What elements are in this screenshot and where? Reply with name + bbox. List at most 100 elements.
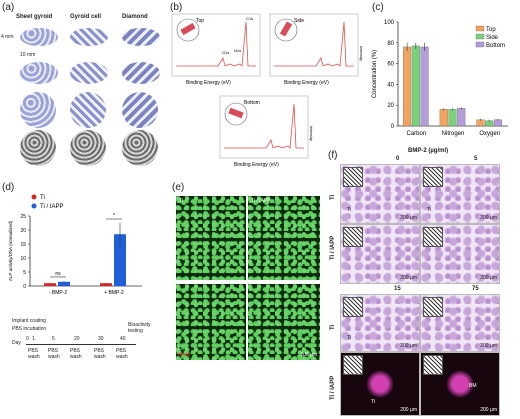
xps-side-xlabel: Binding Energy (eV): [284, 80, 329, 86]
histo-inset: [343, 355, 363, 375]
xps-side-title: Side: [294, 18, 304, 24]
histo-scale: 200 µm: [480, 215, 497, 221]
bar-bottom-nitrogen: [457, 108, 466, 127]
scaffold-gyroid-cell-printed: [70, 130, 106, 166]
y-tick-label: 20: [387, 103, 394, 109]
x-tick-label: Oxygen: [479, 131, 500, 137]
histo-inset: [423, 297, 443, 317]
histo-scale: 200 µm: [400, 407, 417, 413]
xps-side-line: [274, 21, 354, 67]
xps-top-sample: [180, 22, 196, 36]
dim-width: 10 mm: [20, 52, 36, 58]
panel-d-label: (d): [2, 182, 15, 193]
y-tick-label: 60: [387, 62, 394, 68]
y-tick-label: 5: [23, 270, 26, 276]
timeline-axis: [26, 344, 136, 345]
histo-iapp-15: Ti 200 µm: [340, 352, 420, 416]
histo-scale: 200 µm: [480, 343, 497, 349]
livedead-ti-overview: Ti: [176, 196, 246, 280]
scaffold-diamond-top: [122, 28, 160, 46]
timeline-step-4: PBS wash: [94, 348, 106, 360]
timeline-day-40: 40: [120, 336, 126, 342]
legend-label: Ti: [40, 195, 45, 201]
row-label-ti-2: Ti: [330, 324, 336, 330]
xps-side-ylabel: Intensity: [359, 46, 364, 61]
timeline-step-1: PBS wash: [28, 348, 40, 360]
live-label: Live: [178, 346, 188, 352]
livedead-iapp-overview: Ti / IAPP: [248, 196, 320, 280]
bar-side-nitrogen: [448, 109, 457, 127]
peak-o1s: O1s: [222, 50, 229, 55]
xps-spectra: Top C1s N1s O1s Binding Energy (eV) Side…: [171, 13, 364, 168]
xps-bottom-ylabel: Intensity: [309, 126, 314, 141]
scaffold-diamond-printed: [122, 130, 158, 166]
histo-ti-5: Ti 200 µm: [420, 164, 500, 224]
dead-label: Dead: [178, 352, 190, 358]
y-tick-label: 10: [20, 256, 26, 262]
histo-iapp-5: 200 µm: [420, 224, 500, 284]
xps-side-spectrum: Side Binding Energy (eV) Intensity: [269, 13, 364, 86]
chart-alp-activity: 0 5 10 15 20 25 ALP activity/DNA (normalized) -…: [8, 194, 142, 296]
legend-label: Side: [486, 35, 499, 41]
timeline-day-30: 30: [98, 336, 104, 342]
timeline-day-label: Day: [12, 340, 21, 346]
tissue-label-ti: Ti: [347, 335, 351, 341]
scaffold-sheet-gyroid-side: [20, 62, 58, 84]
chart-elemental-concentration: 0 20 40 60 80 100 Concentration (%) Carbon Nitro…: [372, 20, 508, 137]
legend-swatch: [31, 203, 37, 209]
livedead-iapp-title: Ti / IAPP: [251, 198, 271, 204]
histo-scale: 200 µm: [400, 343, 417, 349]
dim-height: 4 mm: [1, 34, 14, 40]
xps-bottom-xlabel: Binding Energy (eV): [234, 162, 279, 168]
xps-top-title: Top: [196, 18, 204, 24]
y-axis-label: ALP activity/DNA (normalized): [8, 220, 13, 281]
histo-scale: 200 µm: [480, 275, 497, 281]
timeline-day-0: 0: [26, 336, 29, 342]
histo-scale: 200 µm: [400, 275, 417, 281]
timeline-day-1: 1: [32, 336, 35, 342]
panel-c-label: (c): [372, 2, 384, 13]
col-title-diamond: Diamond: [122, 14, 148, 20]
dose-15: 15: [394, 286, 401, 292]
treatment-timeline: Implant coating PBS incubation Day 0 1 5…: [12, 318, 152, 408]
legend-swatch: [475, 25, 485, 32]
tissue-label-bm: BM: [469, 383, 477, 389]
dose-75: 75: [472, 286, 479, 292]
y-tick-label: 0: [391, 124, 395, 130]
scaffold-diamond-side: [122, 62, 160, 84]
bar-top-carbon: [403, 46, 412, 127]
y-tick-label: 20: [20, 228, 26, 234]
livedead-ti-title: Ti: [179, 198, 183, 204]
xps-top-spectrum: Top C1s N1s O1s Binding Energy (eV): [171, 13, 261, 86]
y-tick-label: 40: [387, 82, 394, 88]
timeline-title: Implant coating: [12, 318, 46, 324]
xps-top-xlabel: Binding Energy (eV): [186, 80, 231, 86]
row-label-ti-1: Ti: [330, 194, 336, 200]
scaffold-sheet-gyroid-printed: [20, 130, 56, 166]
histo-ti-15: Ti 200 µm: [340, 294, 420, 352]
bar-top-nitrogen: [439, 109, 448, 127]
bar-ti-minus-bmp2: [44, 283, 56, 286]
xps-bottom-spectrum: Bottom Binding Energy (eV) Intensity: [219, 95, 314, 168]
histo-iapp-0: 200 µm: [340, 224, 420, 284]
timeline-step-3: PBS wash: [70, 348, 82, 360]
histo-inset: [423, 167, 443, 187]
y-tick-label: 25: [20, 214, 26, 220]
histo-ti-0: Ti 200 µm: [340, 164, 420, 224]
significance-label: *: [113, 213, 115, 219]
timeline-step-5: PBS wash: [116, 348, 128, 360]
histo-scale: 200 µm: [480, 407, 497, 413]
col-title-gyroid-cell: Gyroid cell: [70, 14, 102, 20]
scaffold-gyroid-cell-side: [70, 62, 108, 84]
y-tick-label: 80: [387, 41, 394, 47]
scaffold-gyroid-cell-top: [70, 28, 108, 46]
tissue-label-ti: Ti: [371, 399, 375, 405]
xps-side-sample: [279, 21, 293, 37]
col-title-sheet-gyroid: Sheet gyroid: [16, 14, 53, 20]
y-tick-label: 0: [23, 284, 26, 290]
bar-side-carbon: [411, 45, 420, 127]
histo-inset: [343, 297, 363, 317]
histo-inset: [423, 227, 443, 247]
panel-f-label: (f): [328, 150, 338, 161]
histo-ti-75: 200 µm: [420, 294, 500, 352]
